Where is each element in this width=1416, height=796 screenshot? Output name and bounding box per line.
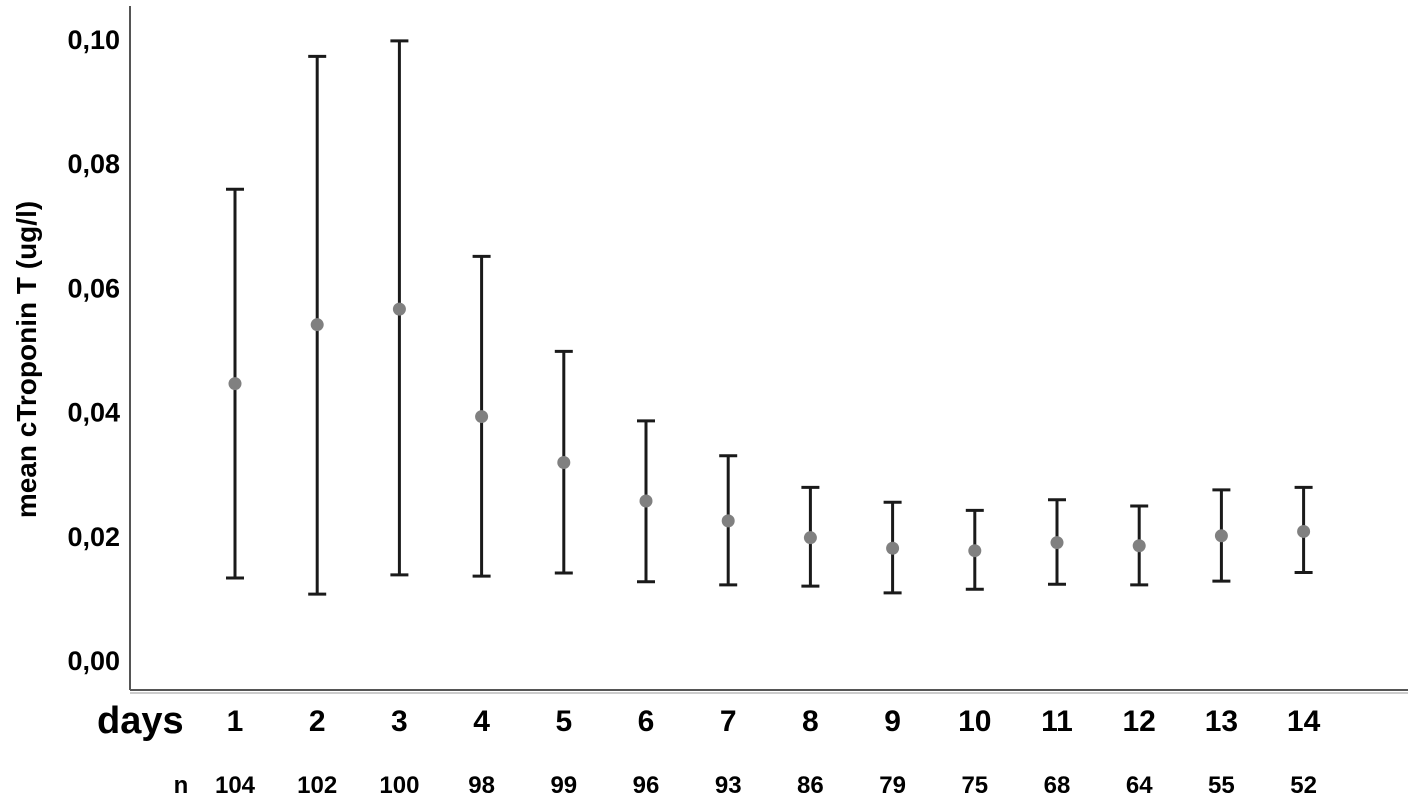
y-tick-label: 0,06 (67, 273, 120, 303)
error-bars (226, 39, 1313, 596)
mean-point (639, 494, 653, 508)
x-tick-label: 3 (391, 705, 408, 738)
sample-size-value: 75 (961, 772, 988, 796)
sample-size-value: 98 (468, 772, 495, 796)
mean-point (1297, 524, 1311, 538)
mean-point (803, 531, 817, 545)
sample-size-value: 93 (715, 772, 742, 796)
sample-size-value: 79 (879, 772, 906, 796)
sample-size-row: n 104 102 100 98 99 96 93 86 79 75 68 64 55 52 (174, 772, 1317, 796)
sample-size-value: 96 (633, 772, 660, 796)
mean-point (310, 318, 324, 332)
sample-size-value: 68 (1044, 772, 1071, 796)
sample-size-value: 55 (1208, 772, 1235, 796)
mean-point (721, 514, 735, 528)
x-tick-label: 14 (1287, 705, 1321, 738)
y-axis-label-group: mean cTroponin T (ug/l) (11, 201, 42, 518)
x-tick-label: 13 (1205, 705, 1238, 738)
mean-point (475, 410, 489, 424)
mean-point (968, 544, 982, 558)
mean-point (886, 541, 900, 555)
y-tick-label: 0,00 (67, 646, 120, 676)
sample-size-value: 64 (1126, 772, 1153, 796)
x-tick-label: 9 (884, 705, 901, 738)
sample-size-value: 104 (215, 772, 256, 796)
y-tick-label: 0,02 (67, 522, 120, 552)
x-tick-label: 11 (1041, 705, 1073, 738)
x-tick-label: 1 (227, 705, 244, 738)
sample-size-label: n (174, 772, 189, 796)
x-tick-label: 7 (720, 705, 737, 738)
x-axis-label: days (97, 700, 184, 742)
mean-point (228, 377, 242, 391)
mean-point (392, 302, 406, 316)
axes (129, 6, 1408, 694)
x-tick-labels: 1 2 3 4 5 6 7 8 9 10 11 12 13 14 (227, 705, 1321, 738)
mean-point (1050, 536, 1064, 550)
data-points (228, 302, 1311, 558)
y-tick-labels: 0,00 0,02 0,04 0,06 0,08 0,10 (67, 25, 120, 676)
sample-size-value: 102 (297, 772, 337, 796)
mean-point (557, 456, 571, 470)
x-tick-label: 12 (1123, 705, 1156, 738)
sample-size-value: 99 (550, 772, 577, 796)
y-tick-label: 0,04 (67, 398, 120, 428)
x-tick-label: 6 (638, 705, 655, 738)
x-tick-label: 8 (802, 705, 819, 738)
sample-size-value: 86 (797, 772, 824, 796)
x-tick-label: 10 (958, 705, 991, 738)
mean-point (1214, 529, 1228, 543)
x-axis-label-group: days (97, 700, 184, 742)
y-tick-label: 0,08 (67, 149, 120, 179)
x-tick-label: 2 (309, 705, 326, 738)
x-tick-label: 4 (473, 705, 490, 738)
y-axis-label: mean cTroponin T (ug/l) (11, 201, 42, 518)
y-tick-label: 0,10 (67, 25, 120, 55)
mean-point (1132, 539, 1146, 553)
sample-size-value: 100 (379, 772, 419, 796)
x-tick-label: 5 (555, 705, 572, 738)
sample-size-value: 52 (1290, 772, 1317, 796)
